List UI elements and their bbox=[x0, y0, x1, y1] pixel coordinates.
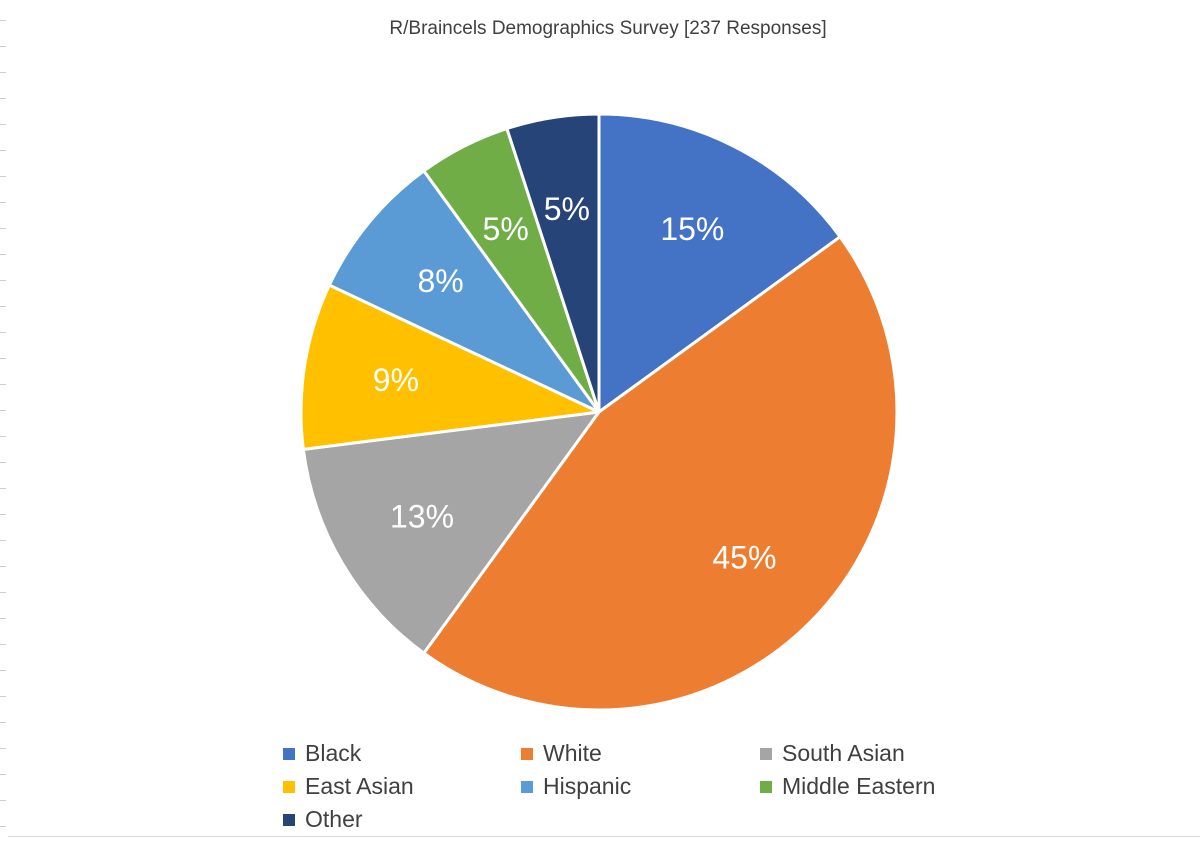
legend-label-black: Black bbox=[305, 740, 362, 766]
pie-slice-hispanic[interactable] bbox=[327, 169, 601, 414]
legend-label-hispanic: Hispanic bbox=[543, 773, 632, 799]
legend-item-black[interactable]: Black bbox=[283, 740, 361, 767]
legend-swatch-black bbox=[283, 747, 295, 760]
sheet-edge-tick bbox=[0, 436, 6, 437]
sheet-edge-tick bbox=[0, 566, 6, 567]
data-label-middle-eastern: 5% bbox=[483, 211, 529, 247]
sheet-edge-tick bbox=[0, 618, 6, 619]
sheet-edge-tick bbox=[0, 254, 6, 255]
sheet-edge-tick bbox=[0, 72, 6, 73]
sheet-edge-tick bbox=[0, 280, 6, 281]
legend-label-south-asian: South Asian bbox=[782, 740, 905, 766]
sheet-edge-tick bbox=[0, 670, 6, 671]
sheet-edge-tick bbox=[0, 358, 6, 359]
data-label-white: 45% bbox=[712, 539, 776, 575]
data-label-black: 15% bbox=[660, 211, 724, 247]
legend-label-other: Other bbox=[305, 806, 363, 832]
sheet-edge-tick bbox=[0, 124, 6, 125]
sheet-edge-tick bbox=[0, 20, 6, 21]
sheet-edge-tick bbox=[0, 644, 6, 645]
sheet-edge-tick bbox=[0, 176, 6, 177]
legend-swatch-east-asian bbox=[283, 780, 295, 793]
sheet-edge-tick bbox=[0, 410, 6, 411]
legend-label-middle-eastern: Middle Eastern bbox=[782, 773, 936, 799]
data-label-hispanic: 8% bbox=[417, 263, 463, 299]
sheet-edge-tick bbox=[0, 826, 6, 827]
pie-slice-east-asian[interactable] bbox=[299, 283, 601, 451]
chart-area[interactable]: R/Braincels Demographics Survey [237 Res… bbox=[8, 0, 1200, 837]
sheet-edge-tick bbox=[0, 332, 6, 333]
legend-swatch-white bbox=[521, 747, 533, 760]
data-label-other: 5% bbox=[544, 191, 590, 227]
legend-item-other[interactable]: Other bbox=[283, 806, 363, 833]
pie-slice-black[interactable] bbox=[597, 112, 842, 414]
sheet-edge-tick bbox=[0, 696, 6, 697]
legend-swatch-other bbox=[283, 813, 295, 826]
sheet-edge-tick bbox=[0, 514, 6, 515]
sheet-edge-tick bbox=[0, 722, 6, 723]
sheet-edge-tick bbox=[0, 592, 6, 593]
sheet-edge-tick bbox=[0, 228, 6, 229]
sheet-edge-tick bbox=[0, 98, 6, 99]
legend-item-south-asian[interactable]: South Asian bbox=[760, 740, 905, 767]
data-label-east-asian: 9% bbox=[373, 362, 419, 398]
sheet-edge-tick bbox=[0, 774, 6, 775]
sheet-edge-ticks bbox=[0, 0, 8, 841]
sheet-edge-tick bbox=[0, 748, 6, 749]
sheet-edge-tick bbox=[0, 800, 6, 801]
sheet-edge-tick bbox=[0, 46, 6, 47]
legend-swatch-hispanic bbox=[521, 780, 533, 793]
pie-slice-white[interactable] bbox=[422, 235, 899, 712]
legend-swatch-south-asian bbox=[760, 747, 772, 760]
pie-chart[interactable]: 15% 45% 13% 9% 8% 5% 5% bbox=[8, 0, 1200, 836]
sheet-edge-tick bbox=[0, 540, 6, 541]
sheet-edge-tick bbox=[0, 306, 6, 307]
legend-label-east-asian: East Asian bbox=[305, 773, 414, 799]
sheet-edge-tick bbox=[0, 384, 6, 385]
legend-item-middle-eastern[interactable]: Middle Eastern bbox=[760, 773, 935, 800]
legend-item-east-asian[interactable]: East Asian bbox=[283, 773, 414, 800]
legend-item-white[interactable]: White bbox=[521, 740, 602, 767]
sheet-edge-tick bbox=[0, 202, 6, 203]
sheet-edge-tick bbox=[0, 462, 6, 463]
chart-title: R/Braincels Demographics Survey [237 Res… bbox=[389, 18, 827, 39]
sheet-edge-tick bbox=[0, 488, 6, 489]
pie-slice-other[interactable] bbox=[505, 112, 601, 414]
legend-swatch-middle-eastern bbox=[760, 780, 772, 793]
data-label-south-asian: 13% bbox=[390, 499, 454, 535]
legend-item-hispanic[interactable]: Hispanic bbox=[521, 773, 631, 800]
sheet-edge-tick bbox=[0, 150, 6, 151]
pie-slice-south-asian[interactable] bbox=[301, 410, 601, 655]
legend-label-white: White bbox=[543, 740, 602, 766]
